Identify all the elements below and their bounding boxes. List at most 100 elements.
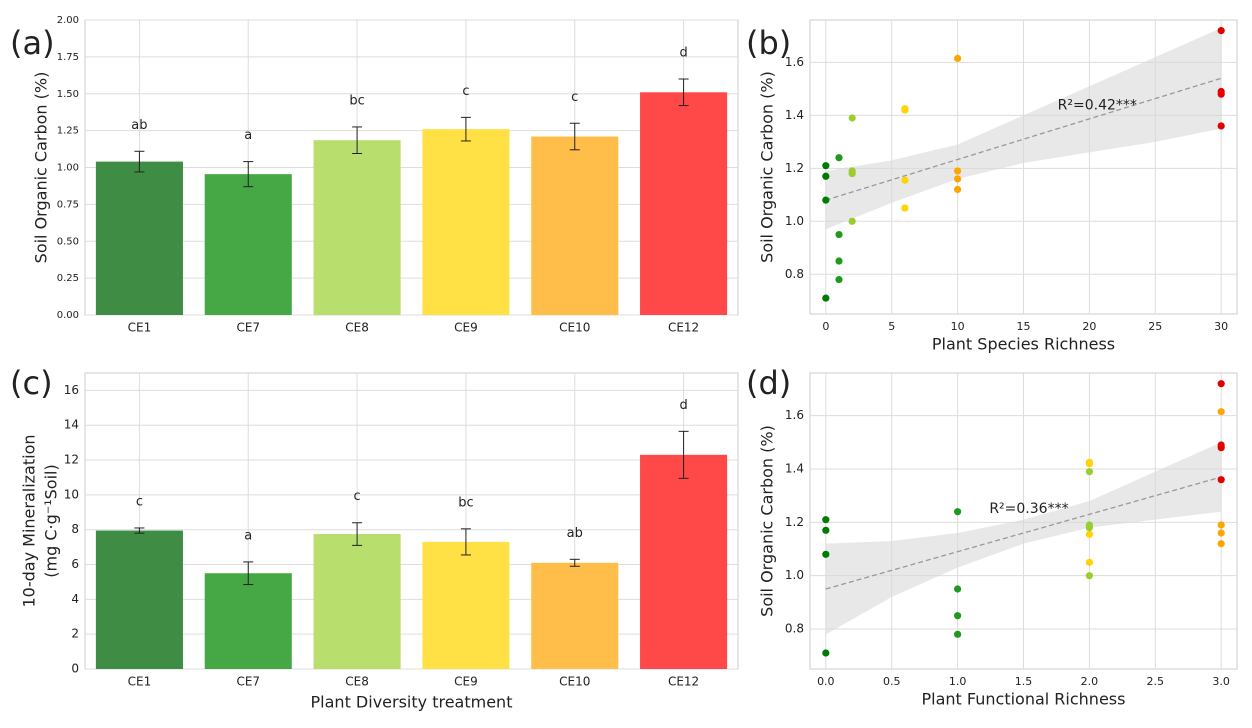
bar	[640, 92, 728, 316]
x-tick-label: CE8	[345, 675, 369, 689]
point	[822, 294, 830, 302]
point	[1217, 441, 1225, 449]
point	[954, 612, 962, 620]
point	[1217, 476, 1225, 484]
error-bar	[243, 161, 254, 188]
x-tick-label: CE10	[559, 321, 590, 335]
x-tick-label: 25	[1148, 320, 1162, 333]
y-tick-label: 0.50	[57, 236, 79, 247]
y-tick-label: 1.6	[785, 55, 804, 69]
y-axis-label: Soil Organic Carbon (%)	[758, 71, 777, 263]
y-tick-label: 8	[71, 522, 79, 536]
y-tick-label: 1.25	[57, 126, 79, 137]
x-tick-label: CE7	[236, 675, 260, 689]
y-axis-label: Soil Organic Carbon (%)	[758, 425, 777, 617]
plot-area	[84, 372, 739, 670]
point	[822, 649, 830, 657]
significance-letter: bc	[458, 495, 473, 510]
y-tick-label: 16	[64, 383, 79, 397]
y-tick-label: 10	[64, 487, 79, 501]
error-bar	[134, 527, 145, 534]
x-tick-label: 2.5	[1147, 675, 1165, 688]
x-tick-label: 0.5	[883, 675, 901, 688]
point	[1085, 458, 1093, 466]
x-tick-label: CE9	[454, 675, 478, 689]
point	[954, 508, 962, 516]
y-tick-label: 1.00	[57, 163, 79, 174]
confidence-band	[825, 442, 1222, 635]
x-tick-label: CE12	[668, 321, 699, 335]
significance-letter: d	[679, 46, 687, 61]
x-axis-label: Plant Diversity treatment	[311, 693, 513, 712]
y-tick-label: 0	[71, 662, 79, 676]
y-tick-label: 12	[64, 453, 79, 467]
x-tick-label: 5	[888, 320, 895, 333]
x-tick-label: 1.5	[1015, 675, 1033, 688]
bar	[95, 161, 183, 315]
significance-letter: a	[244, 528, 252, 543]
panel-label: (d)	[746, 364, 791, 402]
x-tick-label: 1.0	[949, 675, 967, 688]
error-bar	[243, 561, 254, 586]
point	[822, 162, 830, 170]
point	[954, 175, 962, 183]
significance-letter: a	[244, 128, 252, 143]
significance-letter: c	[462, 84, 469, 99]
point	[1217, 540, 1225, 548]
y-tick-label: 1.2	[785, 161, 804, 175]
point	[954, 167, 962, 175]
point	[835, 230, 843, 239]
error-bar	[678, 78, 689, 107]
y-tick-label: 2.00	[57, 15, 79, 26]
point	[954, 630, 962, 638]
x-tick-label: 2.0	[1081, 675, 1099, 688]
y-tick-label: 1.4	[785, 462, 804, 476]
y-tick-label: 1.6	[785, 408, 804, 422]
point	[822, 526, 830, 534]
x-tick-label: CE10	[559, 675, 590, 689]
bar	[531, 136, 619, 315]
y-tick-label: 1.50	[57, 89, 79, 100]
point	[1085, 521, 1093, 529]
point	[1085, 468, 1093, 476]
point	[901, 204, 909, 212]
y-tick-label: 2	[71, 627, 79, 641]
bar	[422, 541, 510, 669]
y-tick-label: 0.8	[785, 622, 804, 636]
significance-letter: bc	[349, 93, 364, 108]
x-tick-label: CE7	[236, 321, 260, 335]
bar	[204, 573, 292, 669]
x-tick-label: 20	[1082, 320, 1096, 333]
y-axis-label: 10-day Mineralization	[20, 434, 39, 607]
x-tick-label: CE9	[454, 321, 478, 335]
bar	[204, 174, 292, 315]
y-tick-label: 1.2	[785, 515, 804, 529]
point	[1217, 26, 1225, 35]
x-tick-label: 30	[1214, 320, 1228, 333]
x-tick-label: 0.0	[817, 675, 835, 688]
y-tick-label: 1.0	[785, 568, 804, 582]
point	[1085, 572, 1093, 580]
y-axis-label: Soil Organic Carbon (%)	[32, 72, 51, 264]
x-tick-label: 10	[951, 320, 965, 333]
y-tick-label: 1.4	[785, 108, 804, 122]
panel-label: (c)	[10, 364, 53, 402]
point	[822, 550, 830, 558]
error-bar	[569, 558, 580, 567]
bar	[531, 562, 619, 669]
y-axis-label: (mg C·g⁻¹Soil)	[42, 464, 61, 577]
bar	[422, 129, 510, 315]
point	[901, 105, 909, 113]
point	[954, 185, 962, 194]
y-tick-label: 14	[64, 418, 79, 432]
x-tick-label: CE12	[668, 675, 699, 689]
confidence-band	[825, 27, 1222, 230]
x-tick-label: CE8	[345, 321, 369, 335]
point	[848, 114, 856, 122]
x-tick-label: 3.0	[1212, 675, 1230, 688]
y-tick-label: 6	[71, 557, 79, 571]
point	[835, 154, 843, 162]
significance-letter: ab	[567, 526, 583, 541]
point	[848, 217, 856, 225]
